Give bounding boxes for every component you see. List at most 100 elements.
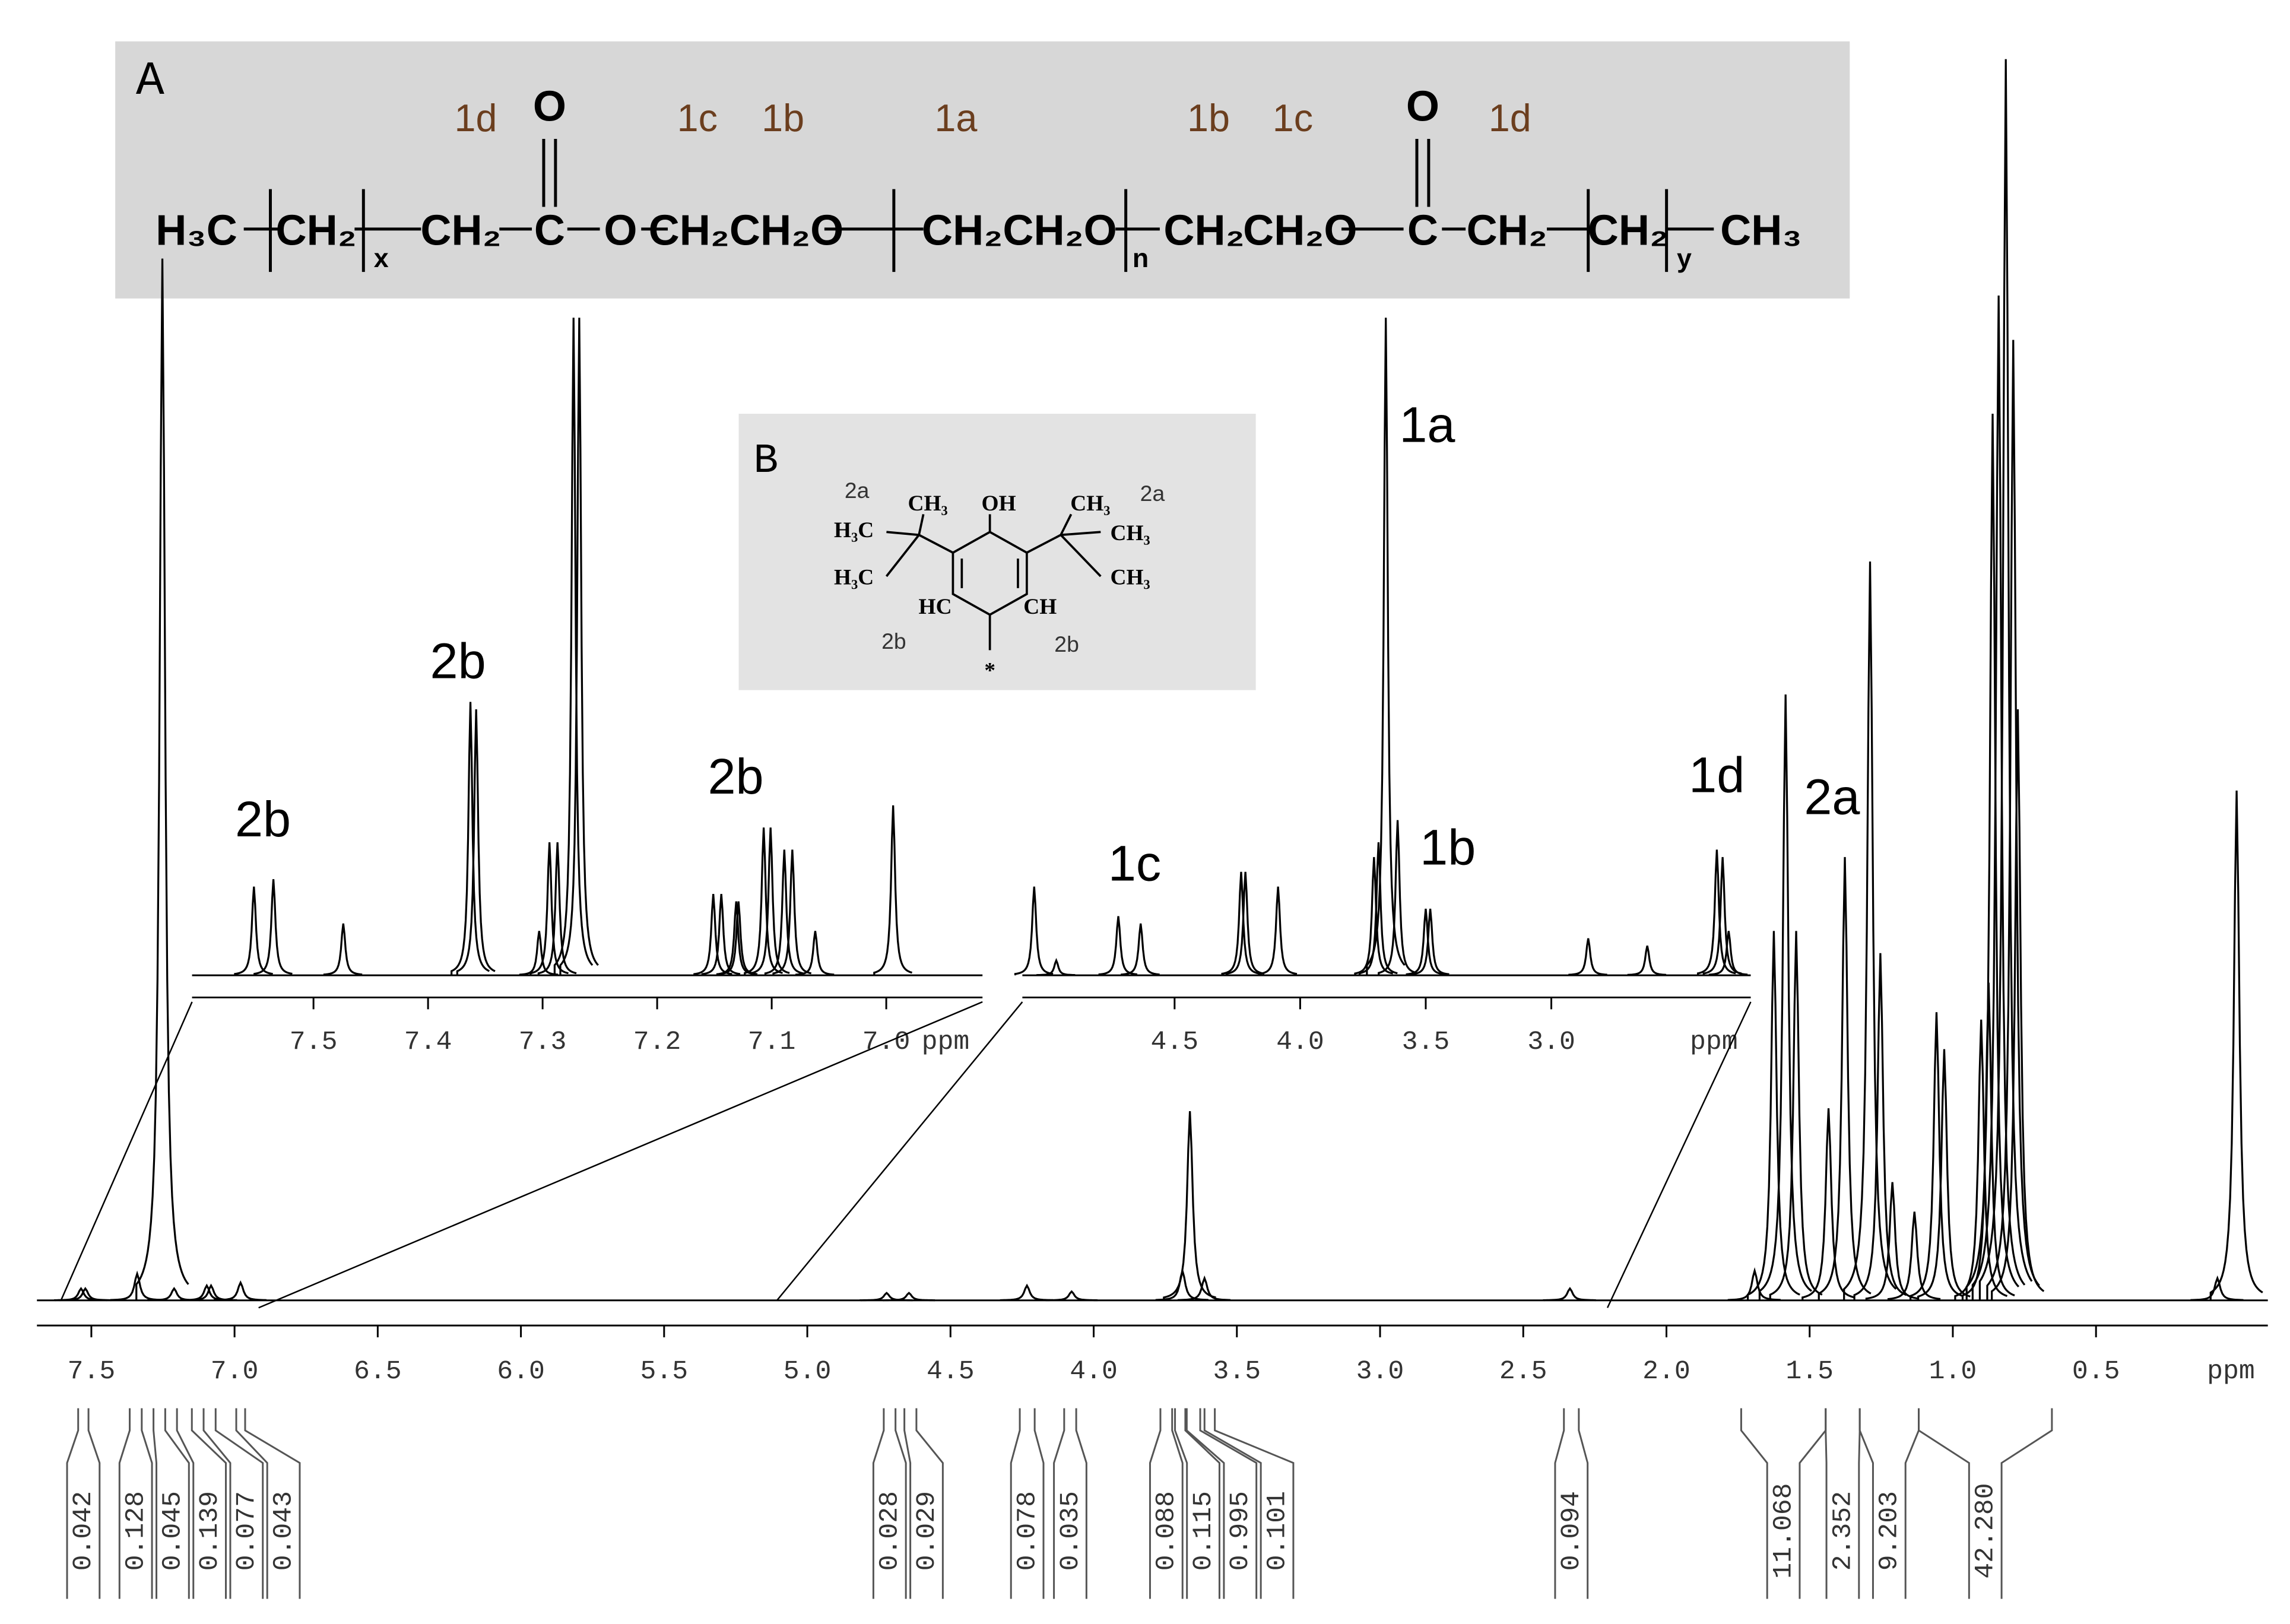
peak [1727, 1267, 1781, 1301]
peak [1221, 871, 1261, 976]
integral-bracket [164, 1408, 190, 1599]
position-label: 2b [881, 629, 906, 654]
integral-label: 0.101 [1263, 1491, 1292, 1571]
x-axis-label: ppm [922, 1027, 970, 1057]
peak [1853, 953, 1907, 1301]
peak-label: 1c [1108, 835, 1161, 892]
integral-bracket [1149, 1408, 1162, 1599]
group-label: CH [1023, 595, 1057, 619]
peak [537, 842, 577, 976]
peak [1917, 1049, 1971, 1301]
peak [253, 879, 293, 976]
position-label: 2b [1054, 632, 1079, 656]
peak [764, 849, 804, 976]
peak [456, 709, 496, 976]
peak [529, 842, 569, 976]
formula-part: y [1677, 243, 1692, 273]
peak [1568, 938, 1607, 976]
peak [553, 318, 594, 976]
integral: 0.139 [176, 1408, 227, 1599]
integral: 9.203 [1858, 1408, 1920, 1599]
x-tick-label: 3.0 [1527, 1027, 1575, 1057]
panel-label: A [136, 55, 164, 108]
x-tick-label: 4.0 [1276, 1027, 1324, 1057]
formula-part: n [1133, 243, 1149, 273]
integral-bracket [1578, 1408, 1589, 1599]
peak [1354, 857, 1393, 976]
integral: 0.043 [235, 1408, 301, 1599]
integral-bracket [1171, 1408, 1184, 1599]
formula-part: CH₂ [420, 207, 501, 254]
x-tick-label: 2.0 [1642, 1357, 1690, 1387]
x-tick-label: 7.3 [519, 1027, 567, 1057]
peak [451, 702, 490, 976]
ring [885, 513, 1102, 651]
group-label: HC [919, 595, 952, 619]
peak-label: 2b [708, 748, 763, 804]
integral: 0.995 [1185, 1408, 1258, 1599]
peak [1910, 1012, 1963, 1301]
peak-label: 1b [1420, 819, 1476, 875]
group-label: H₃C [834, 518, 874, 543]
structure-a: A 1d 1c 1b 1a 1b 1c 1d O O H₃C CH₂ x CH₂… [115, 41, 1850, 299]
position-label: 2a [845, 478, 870, 503]
peak [559, 318, 599, 976]
group-label: CH₃ [908, 491, 948, 516]
peak [1769, 931, 1823, 1301]
integral: 11.068 [1740, 1408, 1827, 1599]
integral-bracket [66, 1408, 80, 1599]
x-tick-label: 5.5 [640, 1357, 689, 1387]
integral: 0.028 [872, 1408, 907, 1599]
zoom-line [60, 1001, 193, 1301]
integral-bracket [1174, 1408, 1188, 1599]
integral-label: 0.128 [122, 1491, 151, 1571]
x-tick-label: 1.0 [1929, 1357, 1977, 1387]
x-tick-label: 7.0 [211, 1357, 259, 1387]
integral-bracket [214, 1408, 264, 1599]
x-tick-label: 4.5 [927, 1357, 975, 1387]
integral-label: 0.028 [876, 1491, 905, 1571]
position-label: 1a [934, 96, 977, 139]
integral-bracket [118, 1408, 131, 1599]
integral-label: 9.203 [1875, 1491, 1905, 1571]
formula-part: C [1407, 207, 1438, 254]
peak [135, 258, 189, 1301]
position-label: 1d [454, 96, 497, 139]
peak [1865, 1182, 1919, 1301]
peak [1036, 957, 1076, 976]
x-tick-label: 6.0 [497, 1357, 545, 1387]
formula-part: C [534, 207, 565, 254]
integral-label: 0.043 [269, 1491, 299, 1571]
x-tick-label: 6.5 [354, 1357, 402, 1387]
position-label: 1b [762, 96, 804, 139]
peak [1708, 931, 1748, 976]
x-tick-label: 3.5 [1213, 1357, 1261, 1387]
integral-label: 0.115 [1189, 1491, 1219, 1571]
integral-bracket [1918, 1408, 1970, 1599]
integral-bracket [1904, 1408, 1920, 1599]
integral: 42.280 [1918, 1408, 2053, 1599]
integral-bracket [903, 1408, 912, 1599]
x-tick-label: 2.5 [1499, 1357, 1547, 1387]
integral-bracket [1214, 1408, 1295, 1599]
peak [1225, 871, 1265, 976]
x-tick-label: 3.5 [1402, 1027, 1450, 1057]
integral-bracket [1858, 1408, 1874, 1599]
integral-label: 0.045 [158, 1491, 188, 1571]
peak [2209, 790, 2263, 1301]
peak [1965, 414, 2020, 1301]
integral-bracket [153, 1408, 158, 1599]
peak [1696, 849, 1736, 976]
peak [1887, 1211, 1941, 1301]
structure-a-box [115, 41, 1850, 299]
attachment-label: * [984, 658, 995, 683]
peak [1843, 562, 1897, 1301]
integral-bracket [176, 1408, 195, 1599]
integral: 0.045 [153, 1408, 190, 1599]
integral-bracket [1185, 1408, 1225, 1599]
peak [323, 923, 363, 976]
position-label: 1d [1489, 96, 1531, 139]
formula-part: CH₃ [1720, 207, 1802, 254]
x-tick-label: 3.0 [1356, 1357, 1404, 1387]
